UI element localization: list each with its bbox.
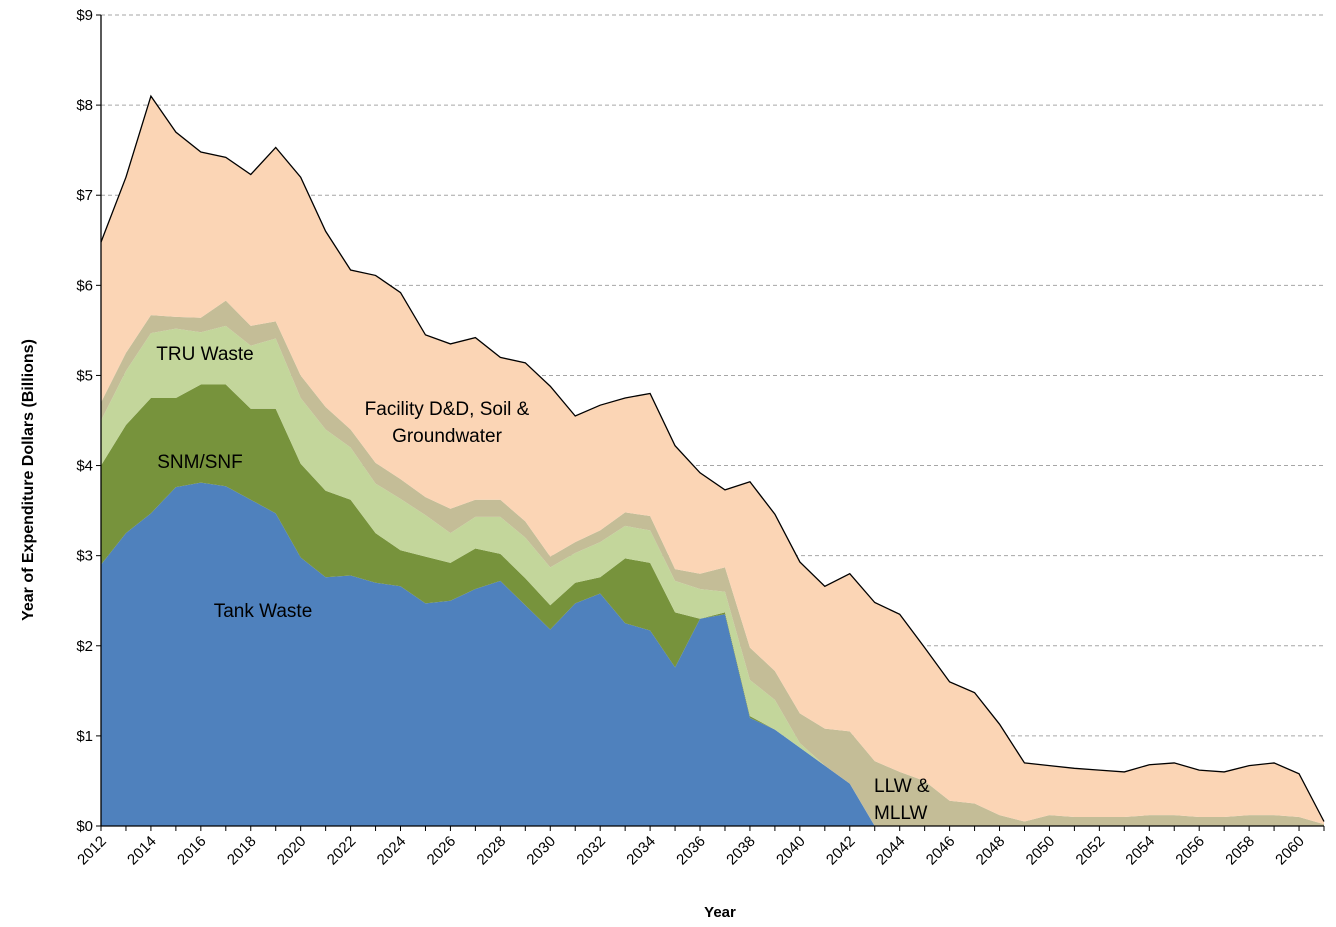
series-label: LLW & MLLW bbox=[874, 776, 930, 824]
x-tick-label: 2048 bbox=[973, 833, 1009, 869]
area bbox=[101, 325, 1324, 826]
y-tick-label: $8 bbox=[76, 97, 93, 114]
y-tick-label: $7 bbox=[76, 187, 93, 204]
x-tick-label: 2030 bbox=[523, 833, 559, 869]
y-tick-label: $0 bbox=[76, 818, 93, 835]
y-tick-label: $1 bbox=[76, 728, 93, 745]
x-tick-label: 2028 bbox=[474, 833, 510, 869]
x-tick-label: 2020 bbox=[274, 833, 310, 869]
x-tick-label: 2024 bbox=[374, 833, 410, 869]
area bbox=[101, 482, 1324, 826]
x-tick-label: 2018 bbox=[224, 833, 260, 869]
x-tick-label: 2050 bbox=[1023, 833, 1059, 869]
series-label: Facility D&D, Soil & Groundwater bbox=[364, 399, 530, 447]
x-tick-label: 2014 bbox=[124, 833, 160, 869]
x-tick-label: 2042 bbox=[823, 833, 859, 869]
y-tick-label: $2 bbox=[76, 638, 93, 655]
y-tick-label: $3 bbox=[76, 548, 93, 565]
x-axis-label: Year bbox=[704, 904, 736, 921]
series-label: Tank Waste bbox=[213, 601, 313, 622]
total-outline bbox=[100, 94, 1325, 822]
x-tick-label: 2060 bbox=[1272, 833, 1308, 869]
y-tick-label: $6 bbox=[76, 277, 93, 294]
x-tick-label: 2046 bbox=[923, 833, 959, 869]
area bbox=[101, 384, 1324, 826]
x-tick-label: 2056 bbox=[1172, 833, 1208, 869]
x-tick-label: 2038 bbox=[723, 833, 759, 869]
series-label: SNM/SNF bbox=[157, 452, 243, 473]
x-tick-label: 2032 bbox=[573, 833, 609, 869]
x-tick-label: 2058 bbox=[1222, 833, 1258, 869]
x-tick-label: 2026 bbox=[424, 833, 460, 869]
x-tick-label: 2016 bbox=[174, 833, 210, 869]
x-tick-label: 2040 bbox=[773, 833, 809, 869]
x-tick-label: 2036 bbox=[673, 833, 709, 869]
y-tick-label: $4 bbox=[76, 458, 93, 475]
y-tick-label: $9 bbox=[76, 7, 93, 24]
x-tick-label: 2044 bbox=[873, 833, 909, 869]
series-label: TRU Waste bbox=[156, 344, 254, 365]
x-tick-label: 2022 bbox=[324, 833, 360, 869]
area bbox=[101, 96, 1324, 825]
x-tick-label: 2012 bbox=[74, 833, 110, 869]
y-axis-label: Year of Expenditure Dollars (Billions) bbox=[20, 339, 37, 621]
x-tick-label: 2054 bbox=[1122, 833, 1158, 869]
y-tick-label: $5 bbox=[76, 367, 93, 384]
x-tick-label: 2034 bbox=[623, 833, 659, 869]
x-tick-label: 2052 bbox=[1073, 833, 1109, 869]
